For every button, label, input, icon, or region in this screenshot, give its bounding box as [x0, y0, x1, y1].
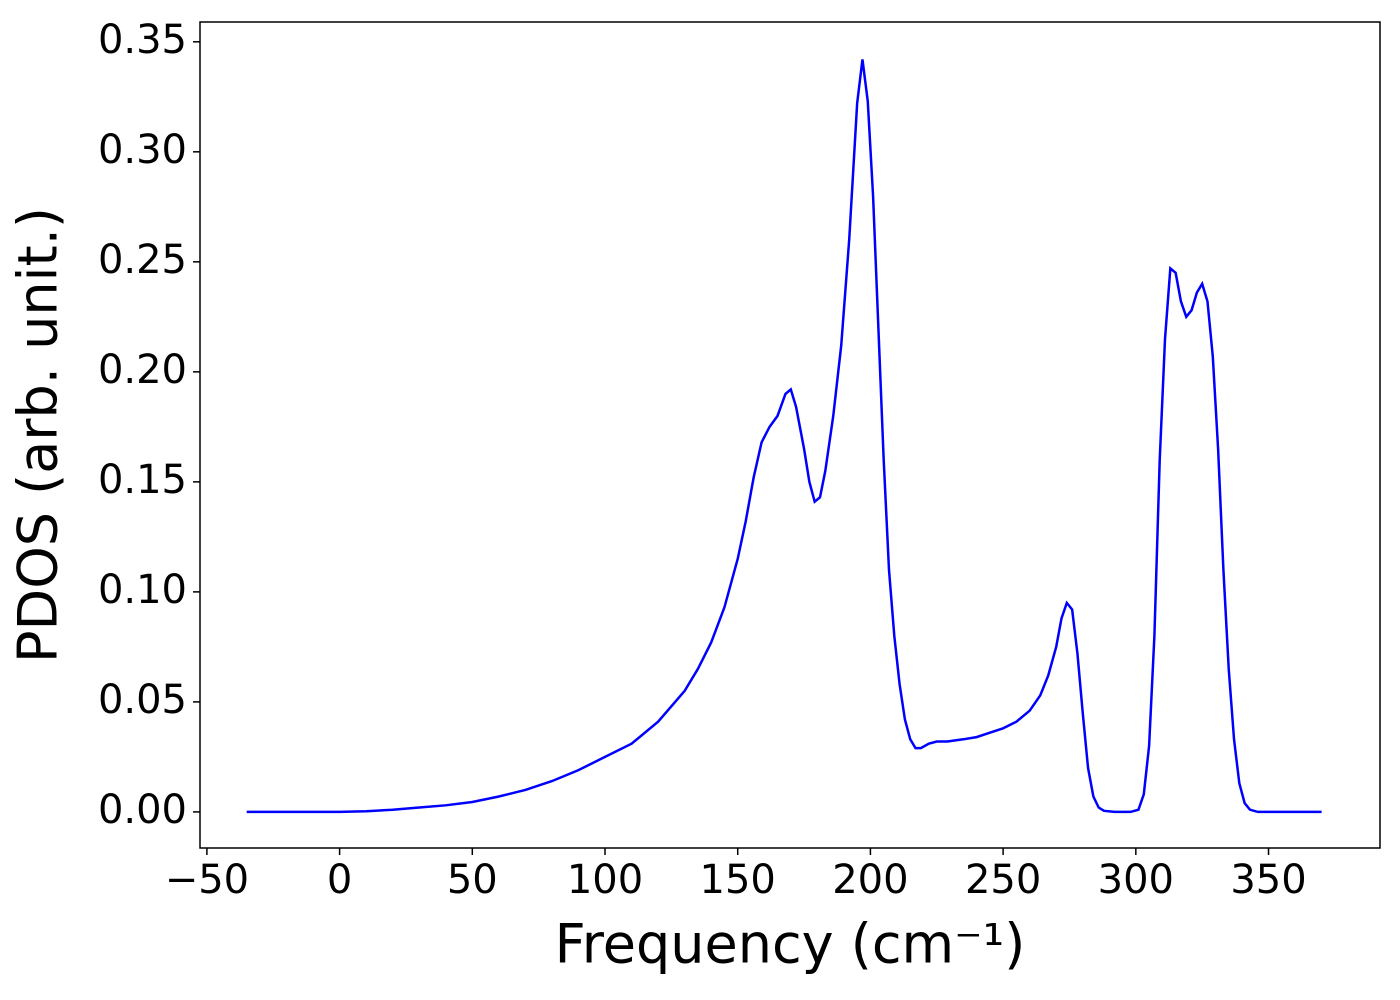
- x-tick-label: 350: [1230, 857, 1306, 903]
- x-tick-label: 100: [567, 857, 643, 903]
- y-tick-label: 0.15: [98, 457, 187, 503]
- y-tick-label: 0.35: [98, 17, 187, 63]
- x-tick-label: 300: [1098, 857, 1174, 903]
- y-axis-label: PDOS (arb. unit.): [7, 207, 70, 663]
- y-tick-label: 0.25: [98, 237, 187, 283]
- plot-frame: [199, 21, 1381, 849]
- y-tick-label: 0.20: [98, 347, 187, 393]
- x-tick-label: 50: [447, 857, 498, 903]
- x-tick-label: −50: [165, 857, 249, 903]
- data-line: [246, 59, 1322, 814]
- y-tick-label: 0.00: [98, 787, 187, 833]
- y-tick-label: 0.30: [98, 127, 187, 173]
- y-tick-label: 0.05: [98, 677, 187, 723]
- x-tick-label: 200: [832, 857, 908, 903]
- y-tick-label: 0.10: [98, 567, 187, 613]
- x-axis-label: Frequency (cm⁻¹): [555, 913, 1026, 976]
- x-tick-label: 150: [700, 857, 776, 903]
- x-tick-label: 250: [965, 857, 1041, 903]
- x-tick-label: 0: [327, 857, 352, 903]
